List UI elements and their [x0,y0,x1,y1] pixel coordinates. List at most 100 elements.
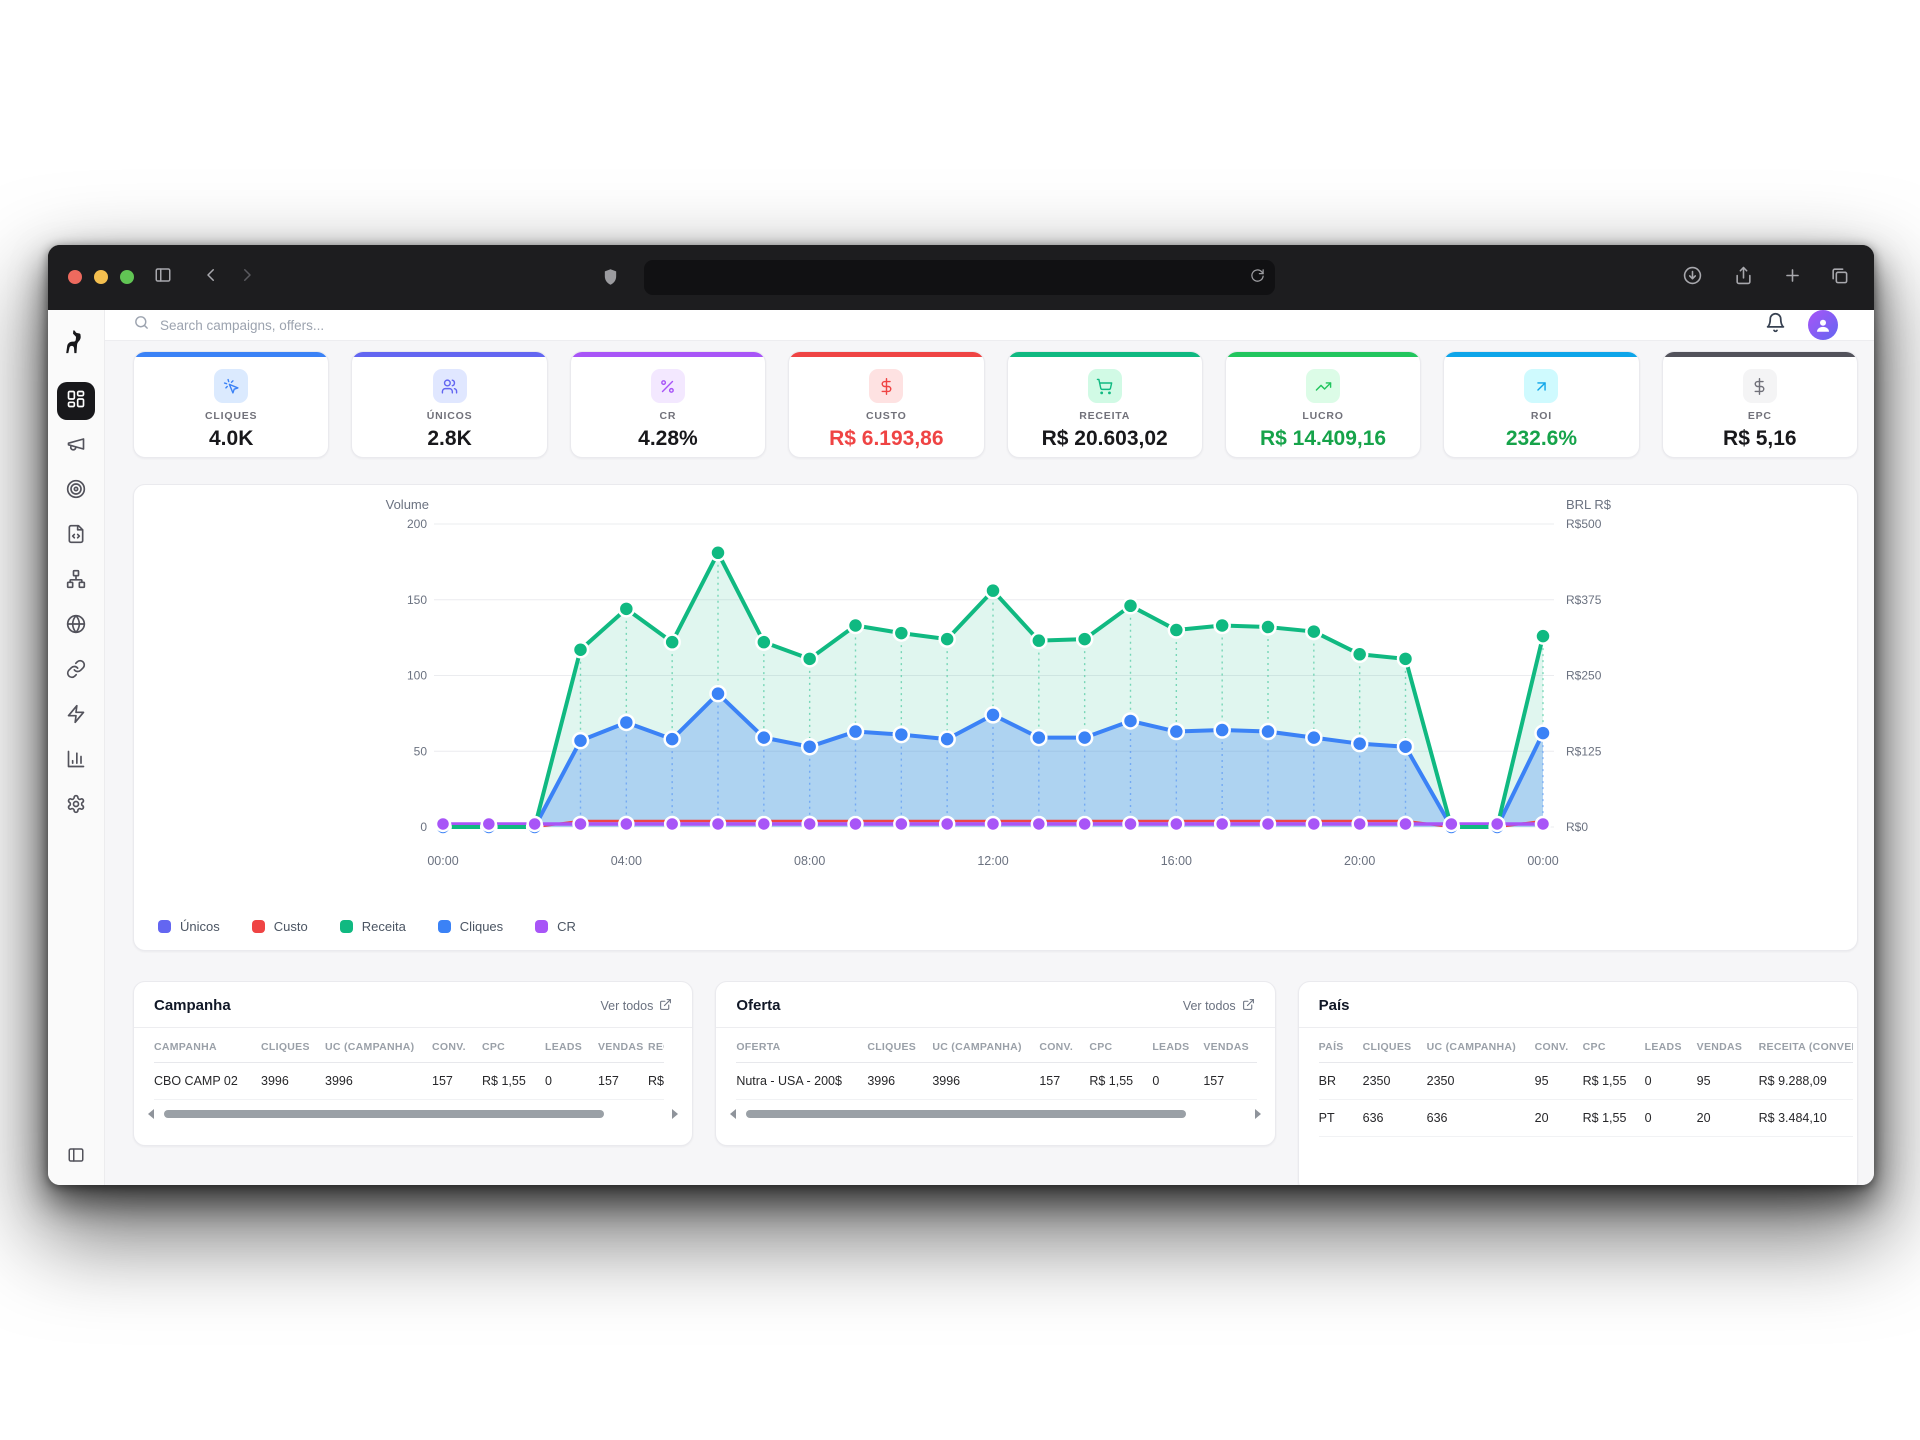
arrow-up-right-icon [1524,369,1559,403]
dashboard-icon [66,389,86,414]
column-header: CONV. [1039,1028,1090,1063]
ver-todos-link[interactable]: Ver todos [601,998,673,1014]
legend-item-custo[interactable]: Custo [251,919,308,934]
pais-table: PAÍS CLIQUES UC (CAMPANHA) CONV. CPC LEADS VEN… [1318,1028,1853,1137]
sidebar-item-links[interactable] [57,652,95,690]
kpi-accent [134,352,329,357]
close-window-button[interactable] [68,270,82,284]
cell: BR [1318,1062,1363,1100]
kpi-value: 232.6% [1505,427,1578,450]
cell: 2350 [1426,1062,1535,1100]
forward-icon[interactable] [238,266,256,284]
scroll-left-icon[interactable] [730,1109,737,1119]
table-row[interactable]: Nutra - USA - 200$ 3996 3996 157 R$ 1,55 0 157 [736,1062,1258,1100]
sidebar-item-offers[interactable] [57,472,95,510]
cell: 3996 [867,1062,933,1100]
cell: 157 [598,1062,648,1100]
cell: 20 [1696,1099,1759,1137]
back-icon[interactable] [202,266,220,284]
sidebar-item-landers[interactable] [57,517,95,555]
table-row[interactable]: CBO CAMP 02 3996 3996 157 R$ 1,55 0 157 R$ [154,1062,664,1100]
kpi-card-epc[interactable]: EPC R$ 5,16 [1661,351,1858,458]
horizontal-scrollbar[interactable] [730,1107,1261,1121]
link-icon [66,659,86,684]
new-tab-icon[interactable] [1783,266,1802,285]
sidebar-toggle-icon[interactable] [154,266,172,284]
kpi-card-receita[interactable]: RECEITA R$ 20.603,02 [1006,351,1203,458]
kpi-value: R$ 14.409,16 [1260,427,1387,450]
column-header: CONV. [1534,1028,1583,1063]
kpi-card-cr[interactable]: CR 4.28% [569,351,767,458]
cart-icon [1087,369,1122,403]
sidebar-item-campaigns[interactable] [57,427,95,465]
globe-icon [66,614,86,639]
svg-text:12:00: 12:00 [977,854,1008,868]
app-logo-dog-icon[interactable] [62,328,90,356]
search-input[interactable] [160,317,580,333]
svg-text:R$250: R$250 [1566,669,1602,683]
legend-swatch [437,920,451,933]
kpi-label: CR [659,410,677,422]
table-row[interactable]: BR 2350 2350 95 R$ 1,55 0 95 R$ 9.288,09 [1318,1062,1853,1100]
kpi-card-unicos[interactable]: ÚNICOS 2.8K [351,351,548,458]
kpi-label: CUSTO [866,410,907,422]
scroll-right-icon[interactable] [672,1109,679,1119]
kpi-accent [1225,352,1421,357]
collapse-sidebar-icon[interactable] [67,1146,85,1169]
scroll-right-icon[interactable] [1254,1109,1261,1119]
table-title: País [1318,997,1350,1014]
scrollbar-thumb[interactable] [746,1110,1187,1118]
legend-item-receita[interactable]: Receita [339,919,406,934]
time-series-chart[interactable]: Volume BRL R$ 200 150 100 50 0 R$500 R$375 R$250 R… [134,493,1857,893]
legend-label: CR [557,919,576,934]
kpi-card-custo[interactable]: CUSTO R$ 6.193,86 [788,351,985,458]
legend-item-cliques[interactable]: Cliques [437,919,503,934]
sidebar-item-settings[interactable] [57,787,95,825]
kpi-accent [1007,352,1202,357]
column-header: CPC [1582,1028,1645,1063]
refresh-icon[interactable] [1250,268,1265,288]
kpi-label: CLIQUES [205,410,258,422]
legend-label: Receita [361,919,406,934]
cell: R$ 1,55 [1089,1062,1153,1100]
share-icon[interactable] [1734,266,1753,285]
svg-text:BRL R$: BRL R$ [1566,497,1612,512]
tab-overview-icon[interactable] [1830,266,1849,285]
avatar[interactable] [1808,310,1838,340]
kpi-label: ROI [1530,410,1552,422]
sidebar-item-domains[interactable] [57,607,95,645]
dashboard-main: CLIQUES 4.0K ÚNICOS 2.8K CR 4.28% [105,341,1874,1185]
legend-item-cr[interactable]: CR [535,919,576,934]
zoom-window-button[interactable] [120,270,134,284]
bell-icon[interactable] [1765,312,1786,338]
cell: 157 [1039,1062,1090,1100]
kpi-card-roi[interactable]: ROI 232.6% [1443,351,1640,458]
target-icon [66,479,86,504]
sidebar-item-automation[interactable] [57,697,95,735]
column-header: VENDAS [1696,1028,1759,1063]
table-row[interactable]: PT 636 636 20 R$ 1,55 0 20 R$ 3.484,10 [1318,1099,1853,1137]
legend-item-unicos[interactable]: Únicos [158,919,220,934]
browser-titlebar [48,245,1874,310]
horizontal-scrollbar[interactable] [148,1107,679,1121]
campanha-table-card: Campanha Ver todos CAMPANHA CLIQUES UC (CA… [133,981,694,1146]
kpi-card-cliques[interactable]: CLIQUES 4.0K [133,351,330,458]
downloads-icon[interactable] [1683,266,1702,285]
cell: Nutra - USA - 200$ [736,1062,868,1100]
sidebar-item-reports[interactable] [57,742,95,780]
sidebar-item-dashboard[interactable] [57,382,95,420]
cell: R$ 9.288,09 [1758,1062,1853,1100]
kpi-card-lucro[interactable]: LUCRO R$ 14.409,16 [1224,351,1422,458]
users-icon [432,369,467,403]
kpi-value: 2.8K [427,427,472,450]
sidebar-item-flows[interactable] [57,562,95,600]
minimize-window-button[interactable] [94,270,108,284]
ver-todos-link[interactable]: Ver todos [1183,998,1255,1014]
scrollbar-thumb[interactable] [164,1110,604,1118]
cell: 0 [1152,1062,1204,1100]
scroll-left-icon[interactable] [148,1109,154,1119]
global-search[interactable] [133,314,1765,336]
browser-window: CLIQUES 4.0K ÚNICOS 2.8K CR 4.28% [48,245,1874,1185]
address-bar[interactable] [644,260,1275,295]
cell: 95 [1534,1062,1583,1100]
